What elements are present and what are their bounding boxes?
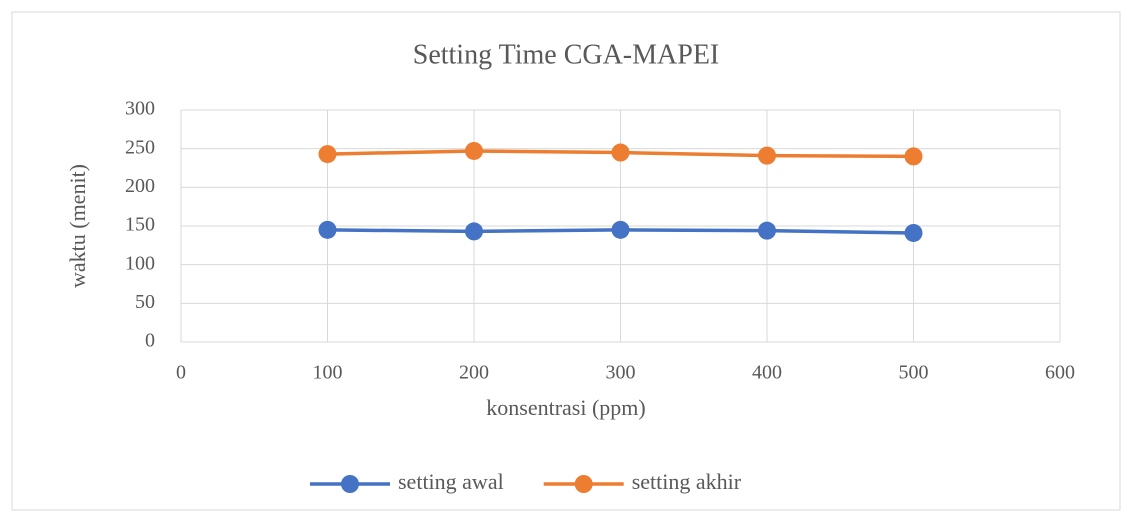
- data-point: [465, 222, 483, 241]
- y-tick-label: 150: [125, 214, 155, 236]
- legend-label: setting awal: [398, 469, 504, 494]
- x-tick-label: 400: [752, 362, 782, 384]
- data-point: [758, 146, 776, 165]
- y-tick-label: 200: [125, 175, 155, 197]
- x-tick-label: 600: [1045, 362, 1075, 384]
- data-point: [758, 221, 776, 240]
- data-point: [318, 220, 337, 239]
- y-tick-label: 100: [125, 252, 155, 274]
- data-point: [465, 141, 483, 160]
- legend-marker: [574, 475, 593, 493]
- x-tick-label: 300: [606, 362, 636, 384]
- data-point: [318, 145, 337, 164]
- chart-border: [11, 11, 1121, 511]
- x-tick-label: 200: [459, 362, 489, 384]
- y-tick-label: 50: [135, 291, 155, 313]
- y-tick-label: 300: [125, 98, 155, 120]
- data-point: [904, 147, 923, 166]
- chart-title: Setting Time CGA-MAPEI: [413, 39, 720, 70]
- x-tick-label: 100: [313, 362, 343, 384]
- legend-label: setting akhir: [632, 469, 742, 494]
- legend-marker: [341, 475, 359, 493]
- data-point: [611, 143, 630, 162]
- x-tick-label: 500: [899, 362, 929, 384]
- y-tick-label: 0: [145, 330, 155, 352]
- y-axis-label: waktu (menit): [65, 164, 90, 288]
- x-tick-label: 0: [176, 362, 186, 384]
- data-point: [611, 220, 630, 239]
- y-tick-label: 250: [125, 136, 155, 158]
- x-axis-label: konsentrasi (ppm): [486, 395, 645, 420]
- data-point: [904, 223, 923, 242]
